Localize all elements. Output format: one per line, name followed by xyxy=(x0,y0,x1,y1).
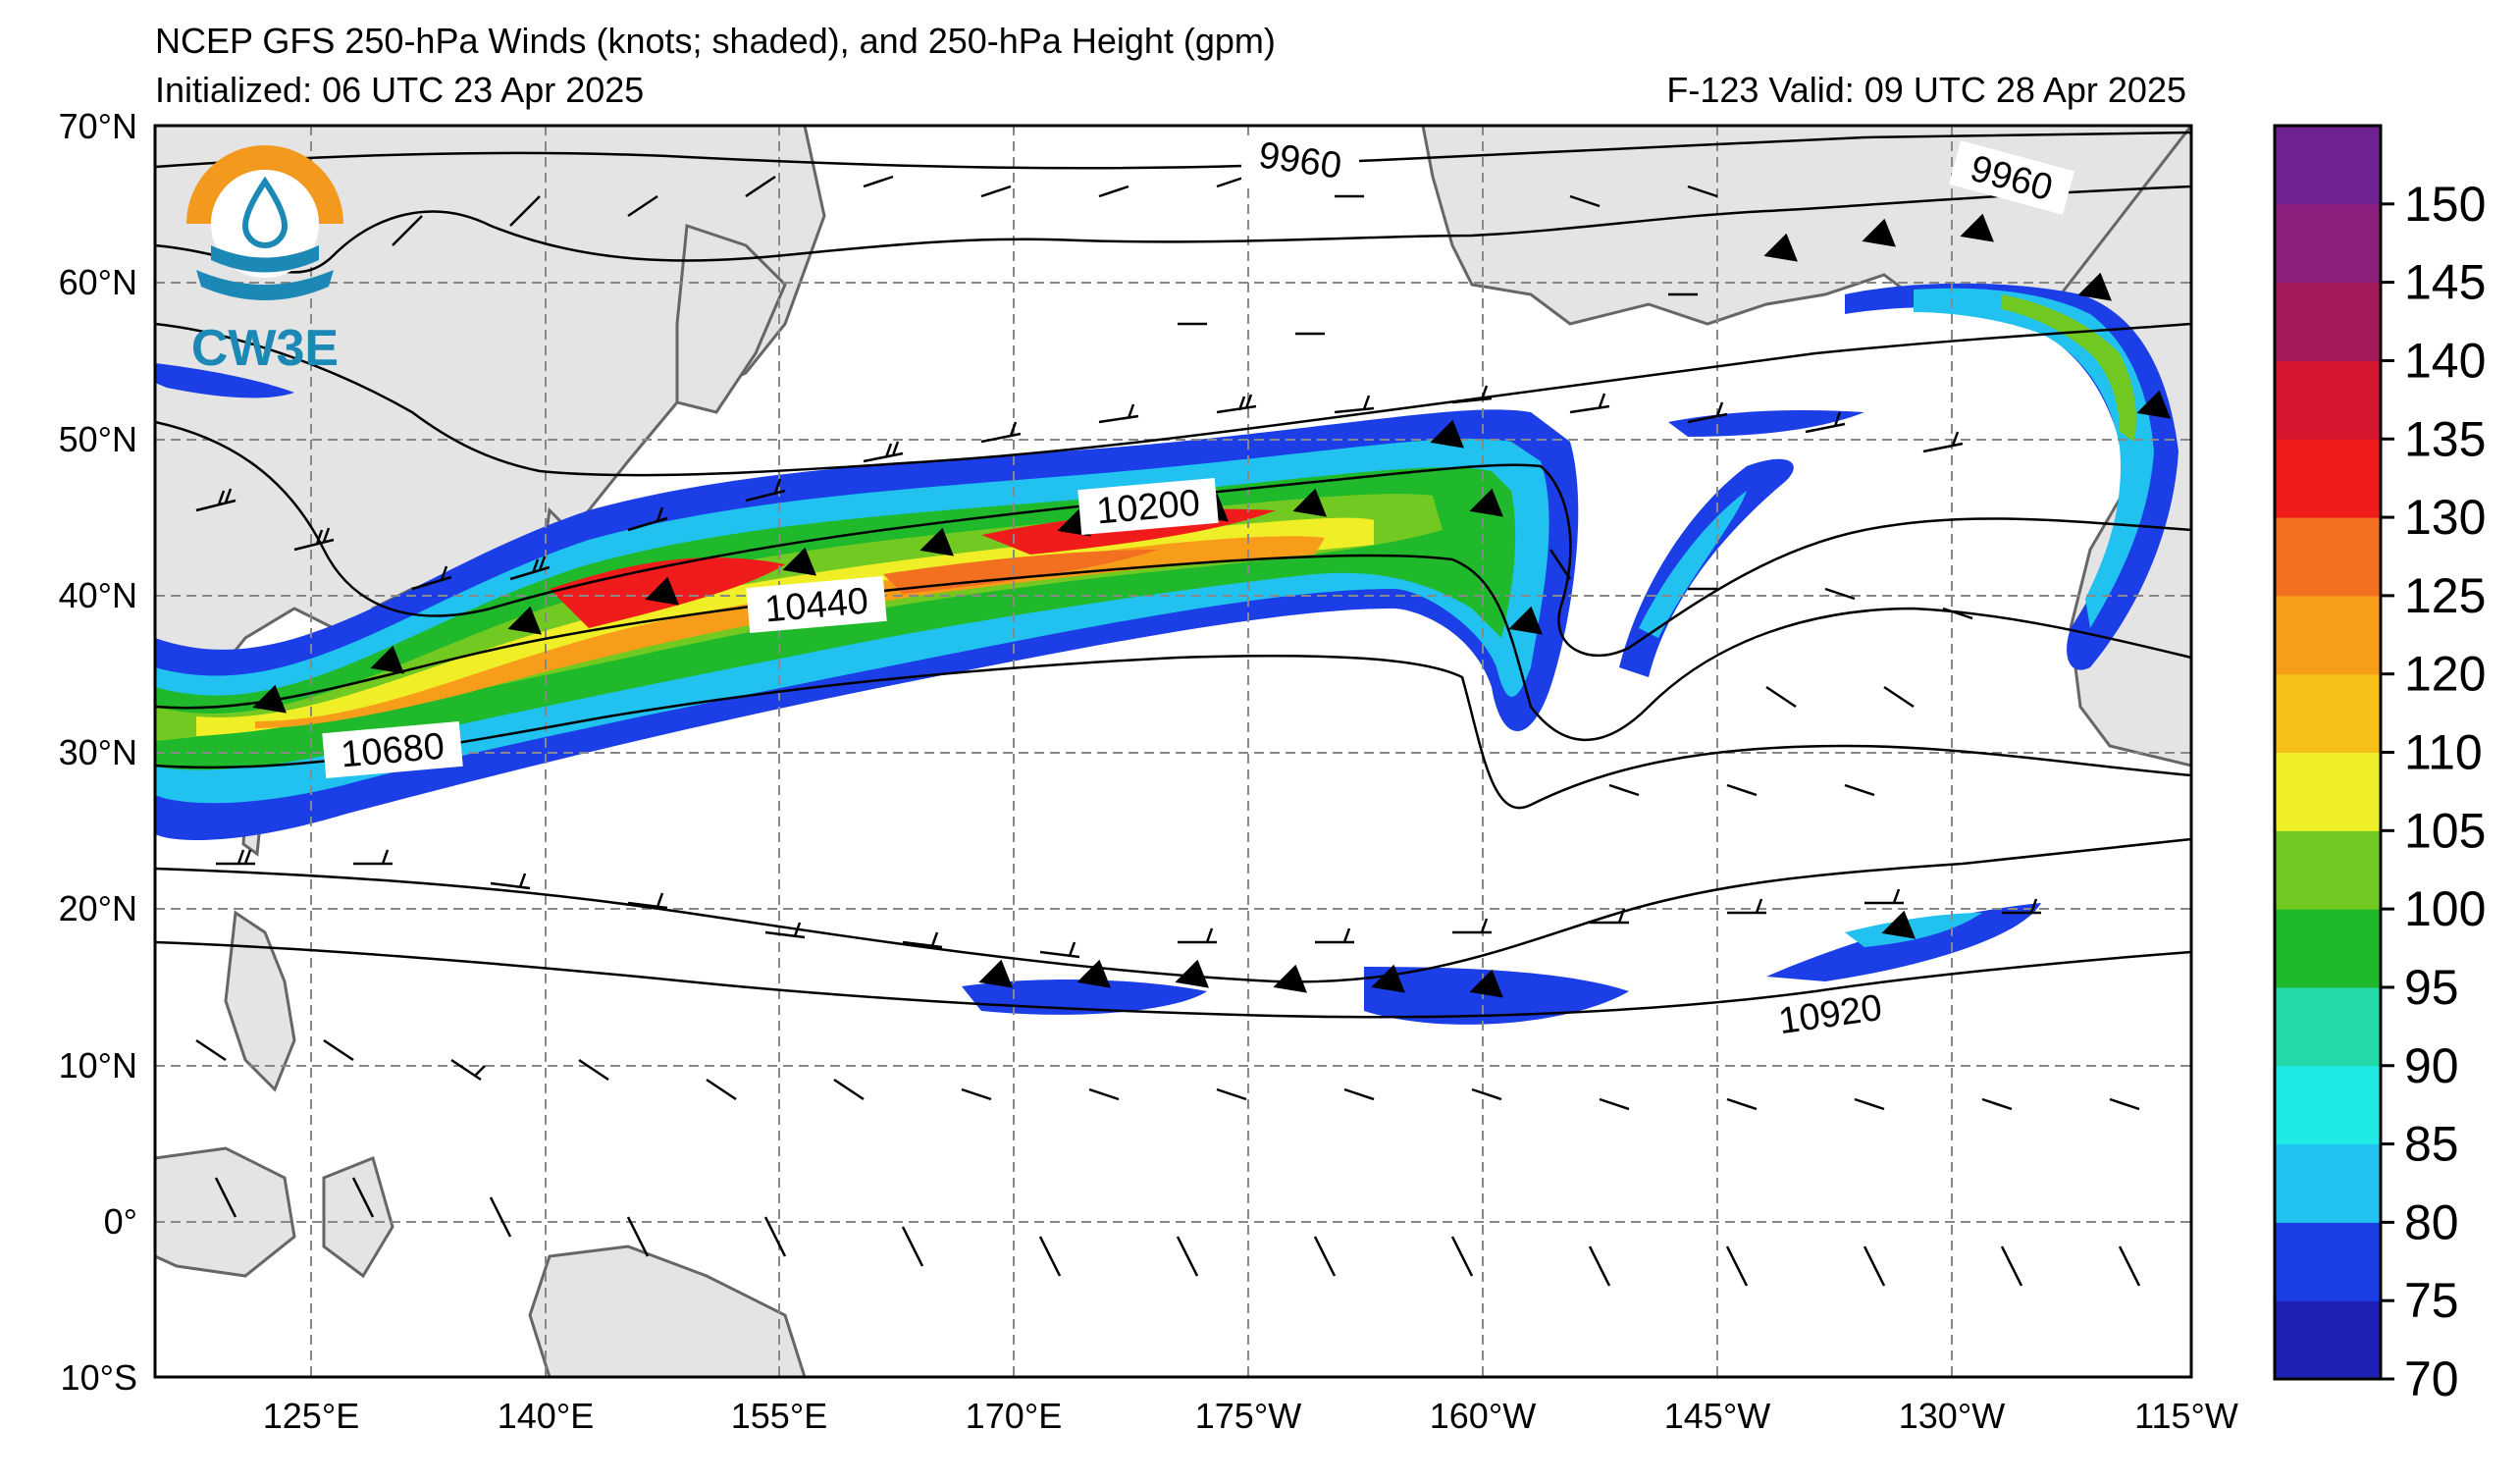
colorbar-tick-label: 85 xyxy=(2404,1117,2459,1172)
lon-label: 160°W xyxy=(1430,1396,1536,1436)
longitude-labels: 125°E 140°E 155°E 170°E 175°W 160°W 145°… xyxy=(263,1396,2238,1436)
lat-label: 40°N xyxy=(59,575,137,615)
lon-label: 155°E xyxy=(731,1396,827,1436)
colorbar-tick-label: 100 xyxy=(2404,881,2486,936)
colorbar-segment xyxy=(2275,1143,2381,1223)
lon-label: 115°W xyxy=(2134,1396,2238,1436)
colorbar-segment xyxy=(2275,282,2381,361)
colorbar-tick-label: 95 xyxy=(2404,960,2459,1015)
colorbar-tick-label: 90 xyxy=(2404,1038,2459,1093)
colorbar-tick-label: 105 xyxy=(2404,803,2486,858)
colorbar-tick-label: 110 xyxy=(2404,725,2483,780)
lat-label: 10°N xyxy=(59,1045,137,1086)
colorbar-tick-label: 80 xyxy=(2404,1194,2459,1249)
colorbar-segment xyxy=(2275,126,2381,205)
height-contours xyxy=(155,131,2191,1019)
logo-ring-icon xyxy=(186,145,343,224)
logo-wave-icon xyxy=(211,245,319,273)
colorbar-segment xyxy=(2275,360,2381,440)
colorbar-segment xyxy=(2275,439,2381,518)
colorbar-segment xyxy=(2275,986,2381,1067)
lat-label: 0° xyxy=(104,1201,137,1242)
colorbar-segment xyxy=(2275,830,2381,910)
colorbar-segment xyxy=(2275,909,2381,988)
contour-label-10680: 10680 xyxy=(340,725,446,775)
contour-label-10200: 10200 xyxy=(1095,482,1202,532)
logo-drop-icon xyxy=(241,176,289,248)
colorbar-segment xyxy=(2275,517,2381,597)
latitude-labels: 70°N 60°N 50°N 40°N 30°N 20°N 10°N 0° 10… xyxy=(59,106,137,1398)
colorbar-segment xyxy=(2275,595,2381,675)
init-time: Initialized: 06 UTC 23 Apr 2025 xyxy=(155,70,645,110)
contour-labels: 9960 9960 10200 10440 10680 10920 xyxy=(322,134,2074,1046)
lon-label: 130°W xyxy=(1899,1396,2005,1436)
map-title: NCEP GFS 250-hPa Winds (knots; shaded), … xyxy=(155,21,1276,61)
colorbar-tick-label: 125 xyxy=(2404,568,2486,623)
colorbar-tick-label: 120 xyxy=(2404,647,2486,702)
graticule xyxy=(155,126,2191,1377)
colorbar-tick-label: 150 xyxy=(2404,177,2486,232)
colorbar-segment xyxy=(2275,752,2381,831)
contour-label-10440: 10440 xyxy=(763,580,870,630)
colorbar-tick-label: 135 xyxy=(2404,411,2486,466)
lat-label: 10°S xyxy=(61,1357,137,1398)
lat-label: 60°N xyxy=(59,262,137,302)
map-frame xyxy=(153,124,2193,1379)
cw3e-logo: CW3E xyxy=(186,145,343,377)
colorbar-segment xyxy=(2275,203,2381,284)
logo-text: CW3E xyxy=(191,320,339,377)
colorbar-segment xyxy=(2275,1300,2381,1380)
colorbar-tick-label: 140 xyxy=(2404,333,2486,388)
lon-label: 145°W xyxy=(1664,1396,1770,1436)
lat-label: 20°N xyxy=(59,888,137,928)
lon-label: 140°E xyxy=(498,1396,594,1436)
colorbar-tick-label: 145 xyxy=(2404,255,2486,310)
valid-time: F-123 Valid: 09 UTC 28 Apr 2025 xyxy=(1666,70,2186,110)
colorbar xyxy=(2273,124,2383,1381)
wind-barbs xyxy=(195,175,2171,1287)
colorbar-segment xyxy=(2275,1222,2381,1301)
lat-label: 50°N xyxy=(59,419,137,459)
colorbar-ticks: 70 75 80 85 90 95 100 105 110 120 125 130 135 140 145 1… xyxy=(2381,177,2486,1406)
lon-label: 170°E xyxy=(966,1396,1062,1436)
colorbar-segment xyxy=(2275,673,2381,753)
lon-label: 175°W xyxy=(1195,1396,1301,1436)
lat-label: 70°N xyxy=(59,106,137,146)
colorbar-tick-label: 70 xyxy=(2404,1351,2459,1406)
lon-label: 125°E xyxy=(263,1396,359,1436)
colorbar-tick-label: 130 xyxy=(2404,490,2486,545)
colorbar-tick-label: 75 xyxy=(2404,1273,2459,1328)
colorbar-segment xyxy=(2275,1065,2381,1145)
lat-label: 30°N xyxy=(59,732,137,772)
